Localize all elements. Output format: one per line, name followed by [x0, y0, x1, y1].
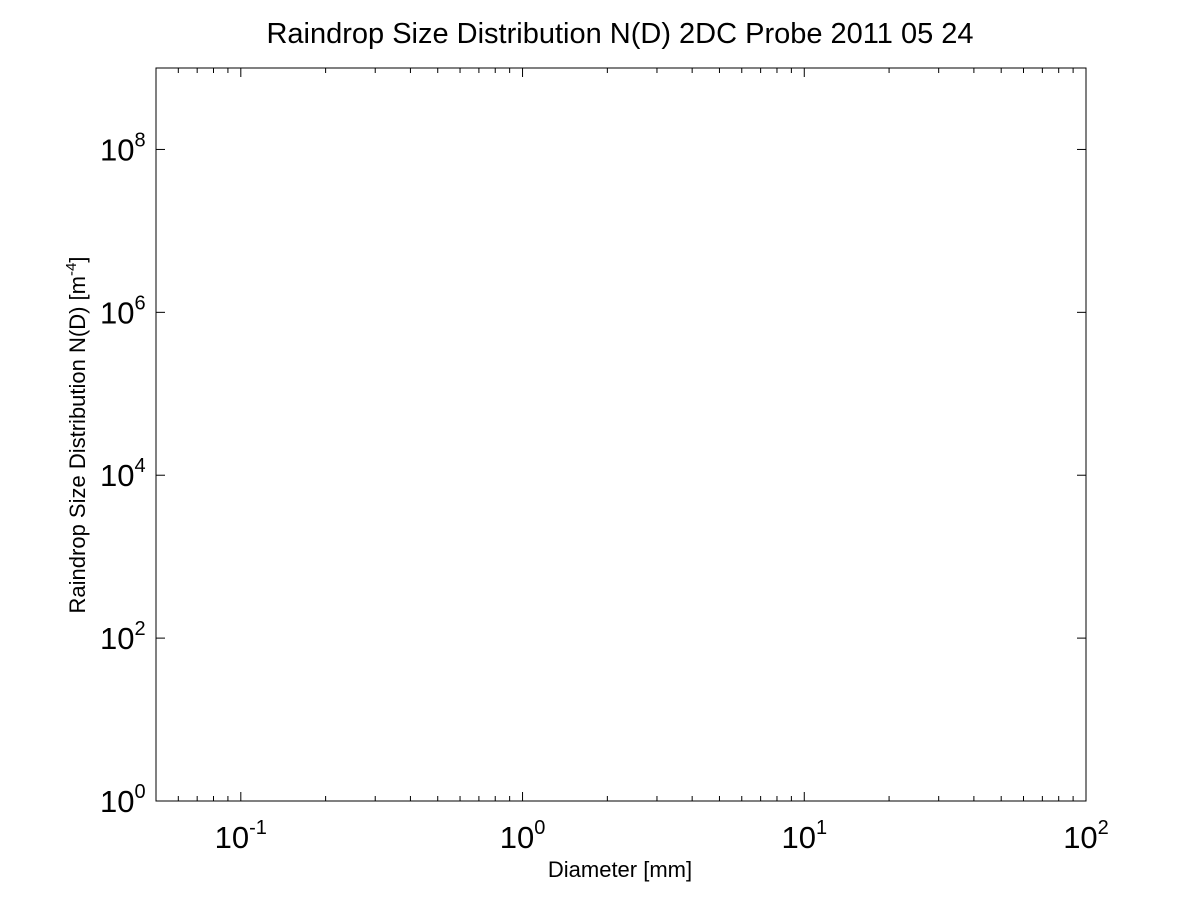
y-axis-label-suffix: ]	[65, 257, 90, 263]
y-tick-label-base: 10	[100, 295, 134, 330]
x-tick-label-base: 10	[500, 820, 534, 855]
y-tick-label: 104	[100, 455, 146, 493]
x-tick-label: 102	[1063, 817, 1109, 855]
y-tick-label-base: 10	[100, 132, 134, 167]
y-axis-label-text: Raindrop Size Distribution N(D) [m	[65, 276, 90, 613]
y-tick-label-exponent: 2	[134, 618, 145, 640]
x-tick-label-base: 10	[781, 820, 815, 855]
y-tick-label-exponent: 4	[134, 455, 145, 477]
y-tick-label-base: 10	[100, 458, 134, 493]
x-tick-label-exponent: 2	[1098, 817, 1109, 839]
x-tick-label: 101	[781, 817, 827, 855]
y-axis-label-superscript: -4	[63, 263, 80, 276]
x-tick-label-exponent: -1	[249, 817, 267, 839]
major-ticks	[156, 68, 1087, 802]
y-axis-label: Raindrop Size Distribution N(D) [m-4]	[63, 257, 90, 614]
y-tick-label-exponent: 8	[134, 129, 145, 151]
x-tick-label-exponent: 1	[816, 817, 827, 839]
x-axis-label: Diameter [mm]	[548, 857, 692, 882]
x-tick-label-base: 10	[215, 820, 249, 855]
y-tick-label-exponent: 0	[134, 781, 145, 803]
y-tick-label: 106	[100, 292, 146, 330]
x-tick-label-exponent: 0	[534, 817, 545, 839]
x-axis-label-text: Diameter [mm]	[548, 857, 692, 882]
x-tick-labels: 10-1 100 101 102	[215, 817, 1109, 855]
y-tick-label: 108	[100, 129, 146, 167]
x-tick-label: 100	[500, 817, 546, 855]
y-tick-label: 100	[100, 781, 146, 819]
y-tick-label-base: 10	[100, 621, 134, 656]
x-tick-label-base: 10	[1063, 820, 1097, 855]
y-tick-label: 102	[100, 618, 146, 656]
y-tick-label-exponent: 6	[134, 292, 145, 314]
plot-area	[155, 67, 1087, 802]
chart-title: Raindrop Size Distribution N(D) 2DC Prob…	[266, 18, 973, 50]
minor-ticks	[155, 68, 1074, 801]
y-tick-label-base: 10	[100, 784, 134, 819]
x-tick-label: 10-1	[215, 817, 267, 855]
